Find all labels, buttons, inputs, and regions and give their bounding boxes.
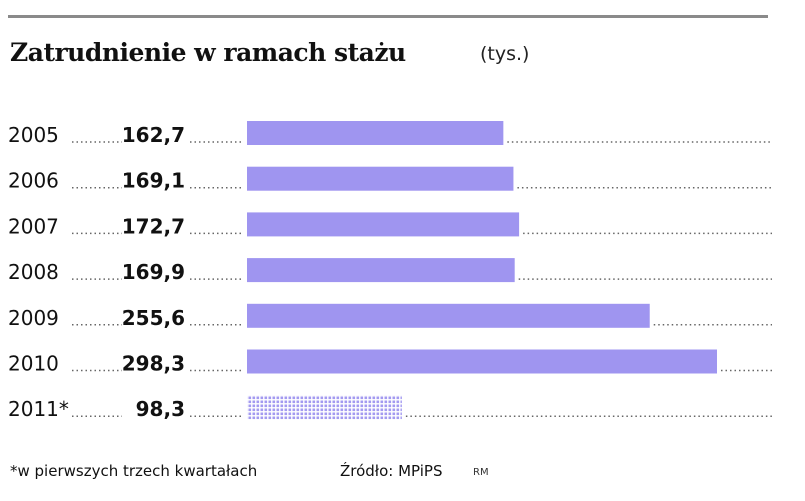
footnote: *w pierwszych trzech kwartałach: [10, 462, 258, 480]
bar: [247, 121, 504, 145]
value-label: 169,9: [122, 260, 185, 284]
year-label: 2007: [8, 214, 59, 238]
year-label: 2008: [8, 260, 59, 284]
year-label: 2010: [8, 352, 59, 376]
year-label: 2009: [8, 306, 59, 330]
bar: [247, 258, 515, 283]
value-label: 298,3: [122, 352, 185, 376]
unit-label: (tys.): [480, 43, 530, 65]
value-label: 169,1: [122, 169, 185, 193]
bar: [247, 212, 520, 237]
bar: [247, 349, 717, 374]
year-label: 2011*: [8, 397, 69, 421]
value-label: 162,7: [122, 123, 185, 147]
bar: [247, 166, 514, 191]
value-label: 172,7: [122, 214, 185, 238]
author-initials: RM: [473, 467, 489, 478]
source-label: Źródło: MPiPS: [340, 462, 443, 480]
bar: [247, 303, 650, 328]
year-label: 2005: [8, 123, 59, 147]
top-rule: [8, 15, 768, 18]
year-label: 2006: [8, 169, 59, 193]
value-label: 98,3: [136, 397, 185, 421]
bar-partial: [247, 395, 402, 420]
value-label: 255,6: [122, 306, 185, 330]
chart-title: Zatrudnienie w ramach stażu: [10, 38, 406, 67]
